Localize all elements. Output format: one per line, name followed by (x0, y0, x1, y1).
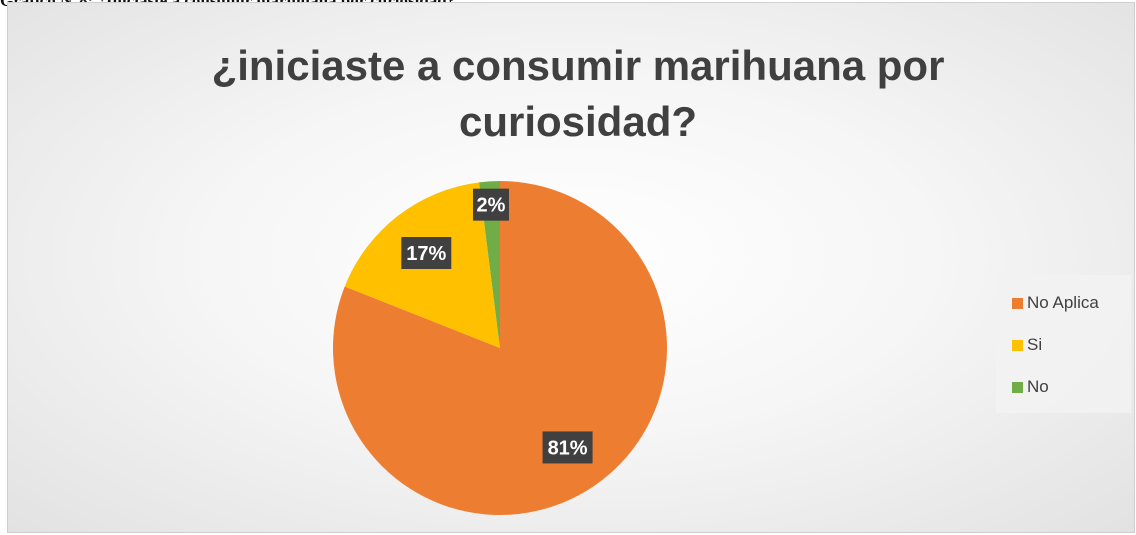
data-label-si: 17% (401, 236, 452, 269)
legend-label-no: No (1027, 377, 1049, 396)
data-label-box (401, 236, 452, 269)
pie-chart: 81% 17% 2% (333, 181, 668, 516)
chart-area: ¿iniciaste a consumir marihuana por curi… (7, 2, 1135, 533)
data-label-text: 17% (406, 243, 446, 265)
legend-item-si: Si (1012, 334, 1042, 356)
chart-title-line-1: ¿iniciaste a consumir marihuana por (211, 42, 945, 89)
data-label-text: 2% (477, 195, 506, 217)
chart-title-line-2: curiosidad? (458, 98, 698, 145)
legend-item-no: No (1012, 376, 1049, 398)
data-label-no-aplica: 81% (542, 431, 593, 464)
pie-slice-no (479, 181, 500, 348)
legend-swatch-si (1012, 339, 1023, 351)
legend-swatch-no (1012, 381, 1023, 393)
chart-title: ¿iniciaste a consumir marihuana por curi… (158, 38, 998, 150)
data-label-text: 81% (548, 437, 588, 459)
legend-item-no-aplica: No Aplica (1012, 292, 1099, 314)
chart-legend: No Aplica Si No (996, 275, 1131, 413)
data-label-no: 2% (472, 188, 509, 221)
legend-label-no-aplica: No Aplica (1027, 293, 1099, 312)
data-label-box (472, 188, 509, 221)
legend-label-si: Si (1027, 335, 1043, 354)
data-label-box (542, 431, 593, 464)
legend-swatch-no-aplica (1012, 297, 1023, 309)
